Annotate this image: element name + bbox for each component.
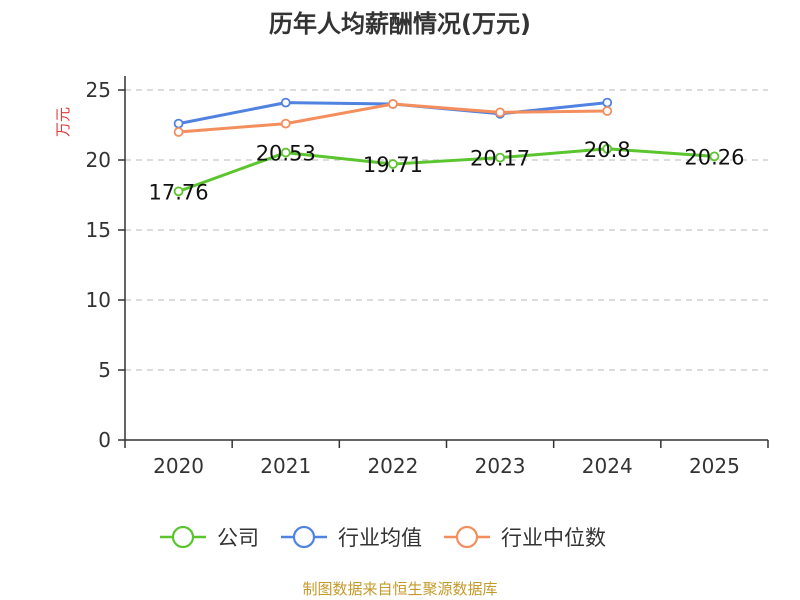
- legend-label: 行业中位数: [501, 526, 606, 550]
- data-point: [280, 147, 291, 158]
- data-point: [602, 97, 613, 108]
- data-label: 20.17: [470, 147, 530, 171]
- x-tick-label: 2021: [260, 454, 311, 478]
- data-point: [173, 118, 184, 129]
- data-label: 20.53: [256, 142, 316, 166]
- x-tick-label: 2023: [475, 454, 526, 478]
- data-point: [495, 152, 505, 163]
- data-point: [173, 186, 184, 197]
- y-tick-label: 25: [86, 78, 111, 102]
- data-point: [388, 159, 398, 169]
- data-point: [602, 106, 613, 116]
- x-tick-label: 2022: [367, 454, 418, 478]
- data-label: 20.8: [584, 138, 631, 162]
- source-note: 制图数据来自恒生聚源数据库: [302, 580, 498, 598]
- legend-item-industry_avg[interactable]: 行业均值: [281, 525, 422, 550]
- grid-lines: [125, 89, 768, 371]
- data-point: [388, 99, 398, 109]
- data-point: [280, 118, 291, 129]
- data-label: 17.76: [149, 180, 209, 204]
- data-label: 20.26: [684, 145, 744, 169]
- series-line: [178, 147, 715, 193]
- data-point: [709, 151, 720, 162]
- legend-label: 公司: [217, 526, 259, 550]
- y-tick-label: 15: [86, 218, 111, 242]
- y-tick-label: 10: [86, 288, 111, 312]
- legend-item-company[interactable]: 公司: [160, 525, 259, 550]
- y-tick-label: 0: [98, 428, 111, 452]
- series-lines: [173, 97, 720, 197]
- legend-marker: [171, 525, 195, 549]
- data-label: 19.71: [363, 153, 423, 177]
- x-tick-label: 2020: [153, 454, 204, 478]
- data-point: [495, 107, 505, 118]
- x-tick-label: 2024: [582, 454, 633, 478]
- y-tick-label: 5: [98, 358, 111, 382]
- y-axis-label: 万元: [54, 107, 72, 137]
- legend-item-industry_median[interactable]: 行业中位数: [444, 525, 606, 550]
- legend[interactable]: 公司 行业均值 行业中位数: [160, 525, 606, 550]
- data-point: [602, 143, 613, 154]
- legend-label: 行业均值: [338, 526, 422, 550]
- legend-marker: [455, 525, 479, 549]
- y-tick-label: 20: [86, 148, 111, 172]
- data-point: [280, 97, 291, 108]
- x-tick-label: 2025: [689, 454, 740, 478]
- chart-title: 历年人均薪酬情况(万元): [269, 10, 531, 38]
- legend-marker: [292, 525, 316, 549]
- data-labels: 17.76 20.53 19.71 20.17 20.8 20.26: [149, 138, 745, 205]
- data-point: [173, 127, 184, 137]
- series-company: [173, 143, 720, 197]
- series-industry_median: [173, 99, 613, 137]
